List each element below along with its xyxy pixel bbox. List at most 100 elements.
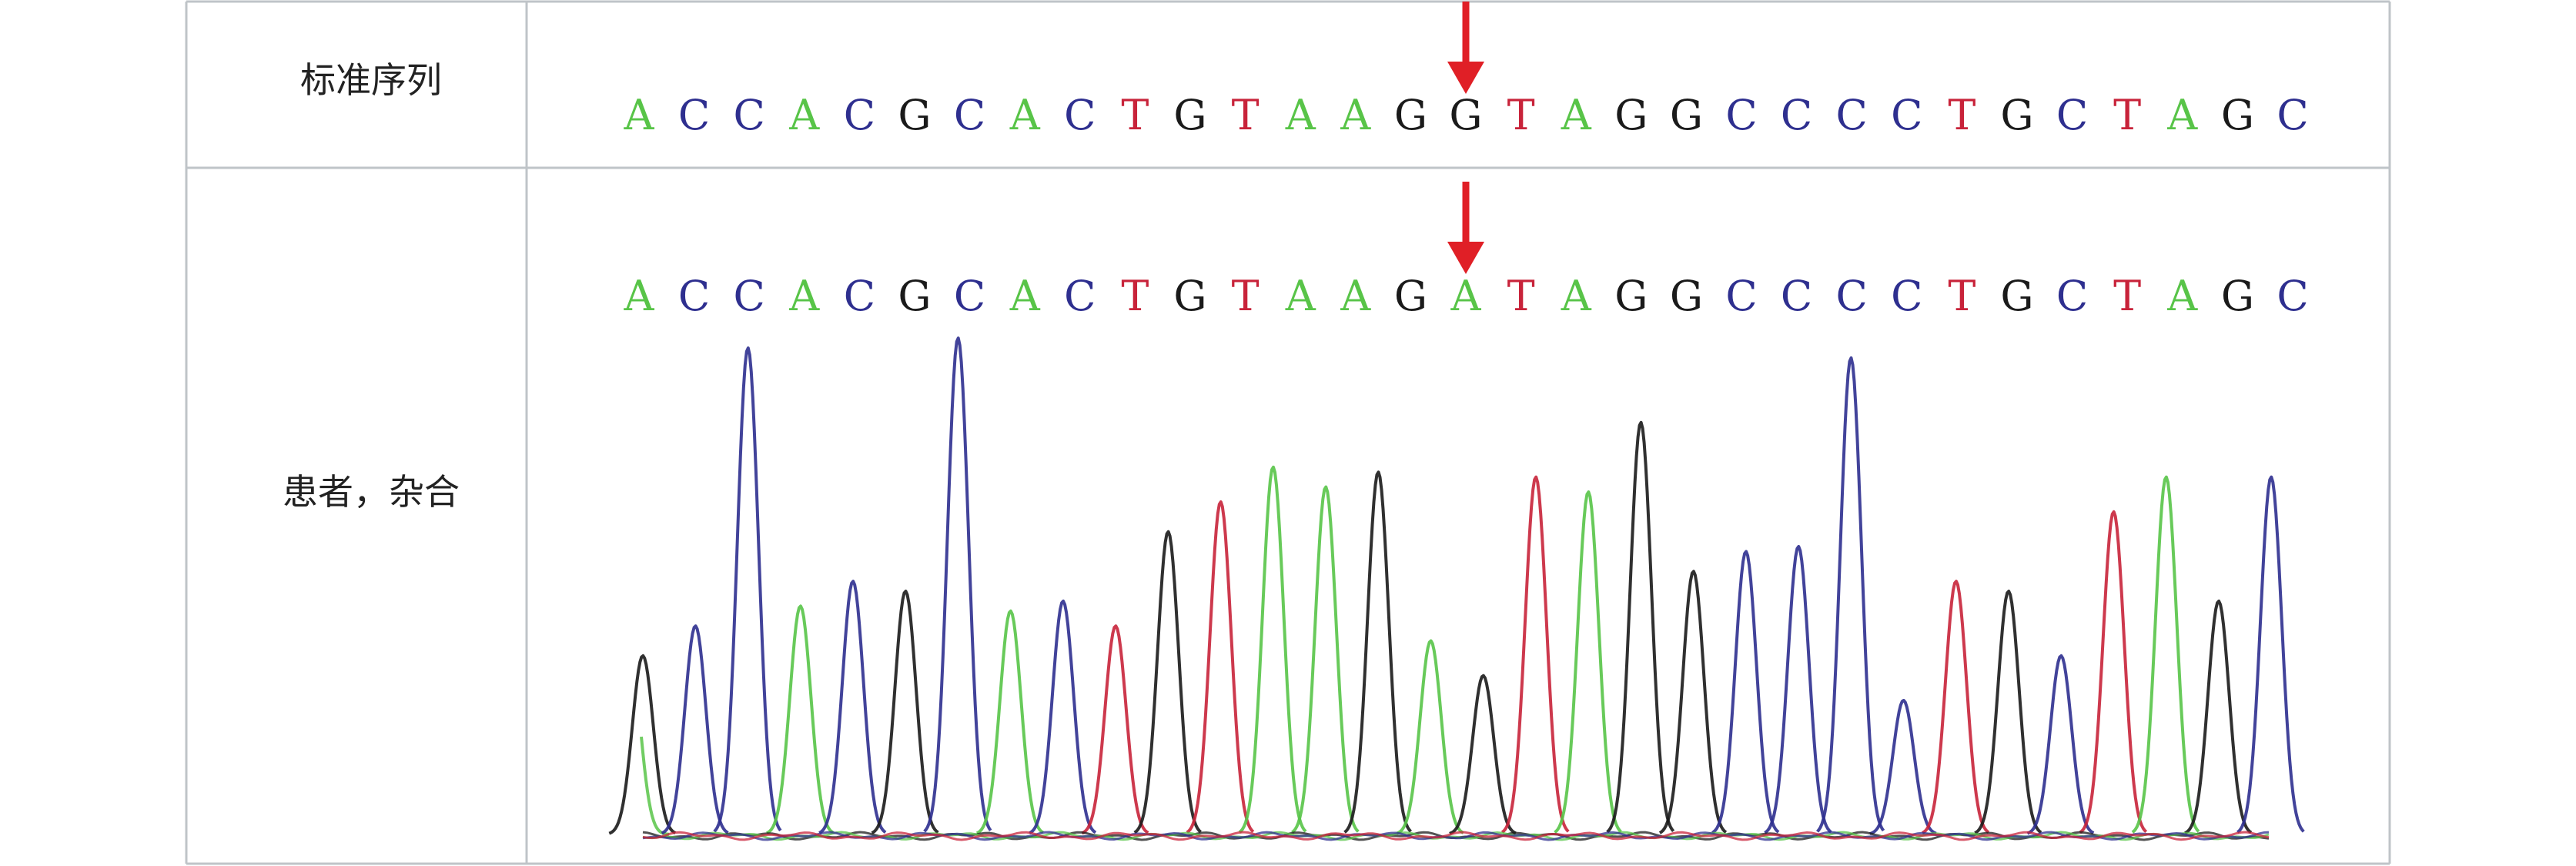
base-letter: C: [1891, 91, 1922, 139]
base-letter: C: [678, 91, 710, 139]
base-letter: C: [2056, 272, 2088, 320]
base-letter: G: [1670, 272, 1703, 320]
base-letter: C: [1836, 272, 1868, 320]
base-letter: A: [1450, 272, 1482, 320]
base-letter: G: [2000, 272, 2033, 320]
base-letter: G: [898, 272, 931, 320]
base-letter: T: [1507, 272, 1535, 320]
chromatogram-peak: [1449, 674, 1517, 835]
base-letter: G: [1173, 91, 1206, 139]
base-letter: G: [1449, 91, 1482, 139]
chromatogram-peak: [923, 336, 992, 833]
baseline-trace: [642, 831, 2270, 841]
chromatogram-peak: [713, 346, 782, 833]
base-letter: G: [898, 91, 931, 139]
base-letter: T: [1948, 91, 1975, 139]
base-letter: T: [1948, 272, 1975, 320]
base-letter: G: [1614, 91, 1648, 139]
chromatogram-peak: [818, 580, 887, 834]
base-letter: T: [1232, 91, 1260, 139]
chromatogram-peak: [1029, 599, 1097, 834]
base-letter: C: [2056, 91, 2088, 139]
base-letter: C: [1725, 272, 1757, 320]
base-letter: C: [1064, 272, 1096, 320]
base-letter: G: [1394, 272, 1427, 320]
base-letter: C: [734, 272, 765, 320]
row-label-reference: 标准序列: [300, 59, 442, 101]
chromatogram-peak: [2131, 475, 2200, 834]
base-letter: A: [2166, 91, 2198, 139]
base-letter: A: [788, 91, 820, 139]
chromatogram-peak: [1764, 545, 1832, 834]
base-letter: A: [1561, 272, 1592, 320]
chromatogram-peak: [2079, 510, 2148, 834]
chromatogram-peak: [1186, 500, 1255, 834]
row-label-patient-heterozygous: 患者，杂合: [283, 471, 460, 513]
base-letter: C: [2277, 91, 2308, 139]
chromatogram-peak: [2026, 654, 2095, 835]
chromatogram-peak: [2236, 475, 2305, 834]
base-letter: G: [1173, 272, 1206, 320]
chromatogram: [608, 336, 2305, 841]
base-letter: T: [1232, 272, 1260, 320]
base-letter: G: [1670, 91, 1703, 139]
chromatogram-peak: [1133, 530, 1202, 834]
base-letter: C: [2277, 272, 2308, 320]
chromatogram-peak: [1658, 570, 1728, 834]
chromatogram-peak: [766, 604, 835, 834]
base-letter: A: [1561, 91, 1592, 139]
chromatogram-peak: [1974, 590, 2042, 834]
base-letter: A: [1285, 272, 1316, 320]
base-letter: C: [678, 272, 710, 320]
chromatogram-peak: [1816, 356, 1885, 833]
chromatogram-peak: [1343, 470, 1412, 834]
chromatogram-peak: [871, 590, 939, 834]
base-letter: A: [1340, 272, 1371, 320]
base-letter: A: [1009, 272, 1041, 320]
base-letter: A: [1340, 91, 1371, 139]
base-letter: C: [844, 272, 875, 320]
chromatogram-peak: [1922, 580, 1990, 834]
chromatogram-peak: [1081, 624, 1149, 835]
base-letter: C: [954, 91, 985, 139]
base-letter: G: [2221, 91, 2254, 139]
base-letter: C: [1836, 91, 1868, 139]
base-letter: A: [1009, 91, 1041, 139]
chromatogram-peak: [1606, 420, 1675, 834]
chromatogram-peak: [1711, 550, 1780, 834]
base-letter: G: [2000, 91, 2033, 139]
chromatogram-peak: [661, 624, 729, 835]
table-grid: [185, 0, 2391, 865]
base-letter: A: [788, 272, 820, 320]
base-letter: C: [734, 91, 765, 139]
base-letter: A: [624, 272, 655, 320]
base-letter: G: [1394, 91, 1427, 139]
patient-arrow-head: [1447, 242, 1484, 274]
base-letter: C: [1064, 91, 1096, 139]
base-letter: A: [1285, 91, 1316, 139]
base-letter: C: [1891, 272, 1922, 320]
chromatogram-peak: [1500, 475, 1570, 834]
base-letter: G: [1614, 272, 1648, 320]
base-letter: C: [844, 91, 875, 139]
base-letter: G: [2221, 272, 2254, 320]
base-letter: C: [1781, 91, 1812, 139]
reference-arrow-head: [1447, 62, 1484, 94]
base-letter: C: [954, 272, 985, 320]
chromatogram-peak: [1238, 465, 1307, 834]
chromatogram-peak: [1554, 490, 1622, 834]
base-letter: T: [1507, 91, 1535, 139]
base-letter: T: [1121, 91, 1149, 139]
chromatogram-peak: [1396, 639, 1464, 835]
chromatogram-leading-peak: [640, 736, 670, 836]
base-letter: C: [1725, 91, 1757, 139]
base-letter: T: [2113, 91, 2141, 139]
base-letter: A: [2166, 272, 2198, 320]
chromatogram-peak: [2184, 599, 2253, 834]
base-letter: T: [2113, 272, 2141, 320]
chromatogram-peak: [608, 654, 677, 835]
base-letter: A: [624, 91, 655, 139]
